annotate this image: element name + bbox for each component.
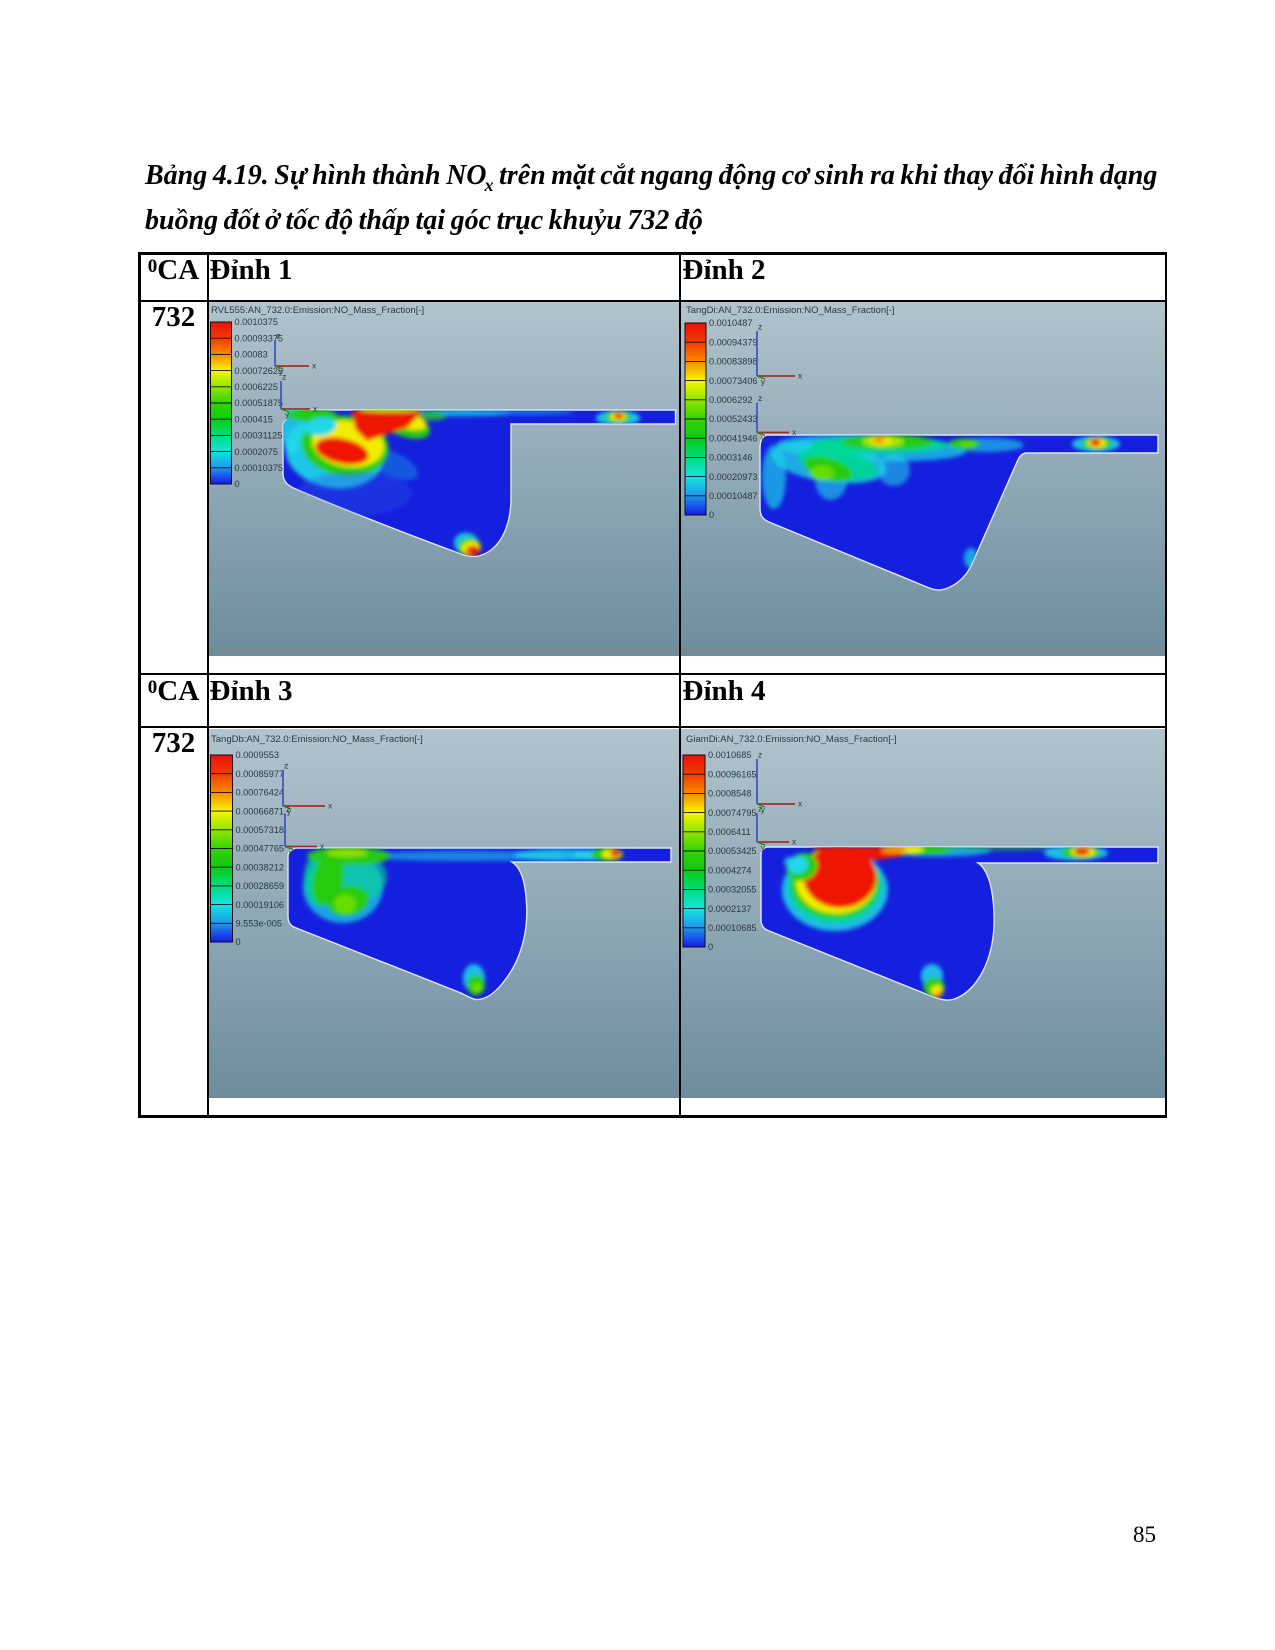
svg-text:z: z <box>284 761 288 771</box>
svg-text:0.0006225: 0.0006225 <box>235 382 278 392</box>
svg-text:0.00057318: 0.00057318 <box>236 825 285 835</box>
svg-text:0.00047765: 0.00047765 <box>236 844 285 854</box>
svg-text:x: x <box>798 799 803 809</box>
svg-text:y: y <box>285 411 289 420</box>
svg-text:0.00096165: 0.00096165 <box>708 769 757 779</box>
svg-text:0.00010685: 0.00010685 <box>708 923 757 933</box>
svg-text:0.00053425: 0.00053425 <box>708 846 757 856</box>
svg-text:z: z <box>286 804 290 814</box>
svg-text:0.00038212: 0.00038212 <box>236 862 285 872</box>
svg-text:z: z <box>276 331 280 341</box>
svg-text:x: x <box>313 404 318 414</box>
svg-text:0.00028659: 0.00028659 <box>236 881 285 891</box>
svg-text:0.0010375: 0.0010375 <box>235 317 278 327</box>
svg-text:y: y <box>287 808 291 817</box>
svg-text:TangDb:AN_732.0:Emission:NO_Ma: TangDb:AN_732.0:Emission:NO_Mass_Fractio… <box>211 734 423 745</box>
svg-text:x: x <box>798 371 803 381</box>
svg-text:0.00010487: 0.00010487 <box>709 491 758 501</box>
svg-text:0.00032055: 0.00032055 <box>708 885 757 895</box>
svg-text:TangDi:AN_732.0:Emission:NO_Ma: TangDi:AN_732.0:Emission:NO_Mass_Fractio… <box>686 305 895 316</box>
svg-text:0.0004274: 0.0004274 <box>708 865 751 875</box>
svg-text:y: y <box>761 844 765 853</box>
svg-text:0.00041946: 0.00041946 <box>709 433 758 443</box>
svg-text:0.00076424: 0.00076424 <box>236 788 285 798</box>
svg-text:0: 0 <box>709 510 714 520</box>
svg-text:RVL555:AN_732.0:Emission:NO_Ma: RVL555:AN_732.0:Emission:NO_Mass_Fractio… <box>211 305 424 316</box>
svg-text:x: x <box>312 361 317 371</box>
svg-text:0.00083: 0.00083 <box>235 350 268 360</box>
svg-text:0.0002137: 0.0002137 <box>708 904 751 914</box>
svg-text:0.00094379: 0.00094379 <box>709 337 758 347</box>
svg-text:0: 0 <box>236 937 241 947</box>
svg-text:0.00072625: 0.00072625 <box>235 366 284 376</box>
svg-text:y: y <box>289 848 293 857</box>
svg-text:9.553e-005: 9.553e-005 <box>236 919 283 929</box>
svg-text:0.00019106: 0.00019106 <box>236 900 285 910</box>
svg-text:0.00085977: 0.00085977 <box>236 769 285 779</box>
svg-text:x: x <box>792 427 797 437</box>
svg-text:x: x <box>792 837 797 847</box>
svg-text:y: y <box>761 378 765 387</box>
svg-text:z: z <box>758 804 762 814</box>
svg-text:0.00093375: 0.00093375 <box>235 333 284 343</box>
svg-text:z: z <box>282 372 286 382</box>
svg-text:0.00073406: 0.00073406 <box>709 376 758 386</box>
svg-text:z: z <box>758 750 762 760</box>
svg-text:0.0009553: 0.0009553 <box>236 750 279 760</box>
svg-text:x: x <box>328 801 333 811</box>
svg-text:0.00020973: 0.00020973 <box>709 472 758 482</box>
svg-text:GiamDi:AN_732.0:Emission:NO_Ma: GiamDi:AN_732.0:Emission:NO_Mass_Fractio… <box>686 734 897 745</box>
svg-text:y: y <box>279 368 283 377</box>
svg-text:0: 0 <box>235 479 240 489</box>
svg-text:0.00052433: 0.00052433 <box>709 414 758 424</box>
svg-text:0.0008548: 0.0008548 <box>708 789 751 799</box>
svg-text:0.00010375: 0.00010375 <box>235 463 284 473</box>
svg-text:0.0010487: 0.0010487 <box>709 318 752 328</box>
svg-text:0.00051875: 0.00051875 <box>235 398 284 408</box>
svg-text:0.0010685: 0.0010685 <box>708 750 751 760</box>
svg-text:0.00031125: 0.00031125 <box>235 431 283 441</box>
svg-text:0: 0 <box>708 942 713 952</box>
svg-text:x: x <box>320 841 325 851</box>
svg-text:0.00083898: 0.00083898 <box>709 357 758 367</box>
svg-text:y: y <box>761 806 765 815</box>
svg-text:0.0003146: 0.0003146 <box>709 453 752 463</box>
svg-text:0.0002075: 0.0002075 <box>235 447 278 457</box>
svg-text:y: y <box>761 434 765 443</box>
svg-text:z: z <box>758 322 762 332</box>
svg-text:0.000415: 0.000415 <box>235 414 273 424</box>
svg-text:0.00074795: 0.00074795 <box>708 808 757 818</box>
svg-text:z: z <box>758 393 762 403</box>
svg-text:0.00066871: 0.00066871 <box>236 806 285 816</box>
svg-text:0.0006411: 0.0006411 <box>708 827 751 837</box>
svg-text:0.0006292: 0.0006292 <box>709 395 752 405</box>
